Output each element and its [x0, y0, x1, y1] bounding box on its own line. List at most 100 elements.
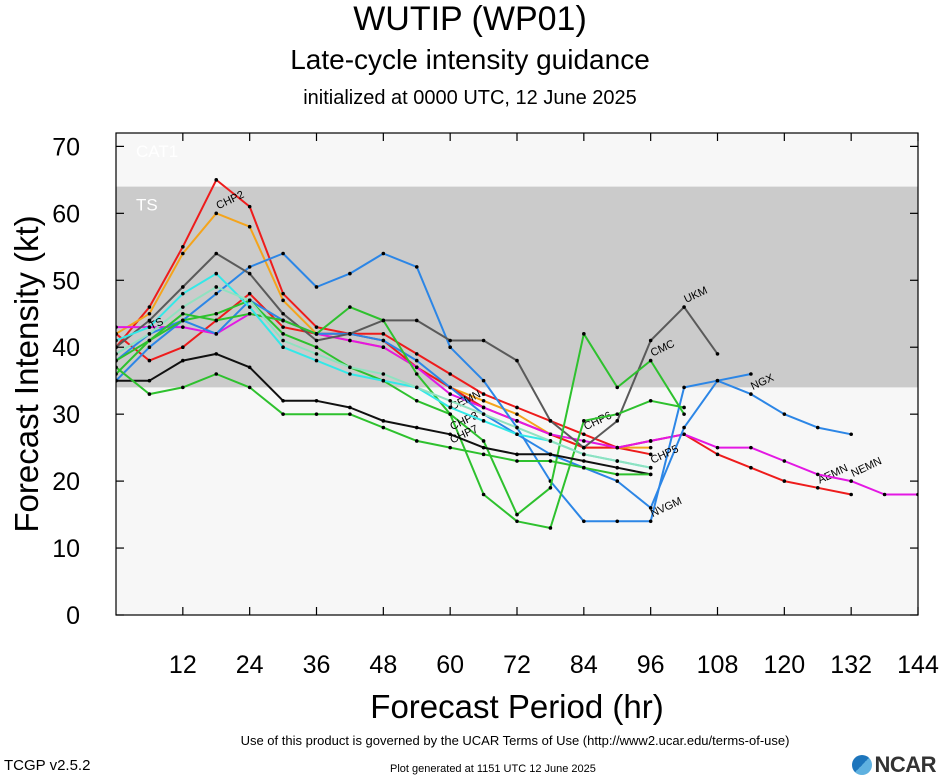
series-point-cmc [414, 372, 419, 376]
intensity-band-1 [116, 186, 918, 388]
series-point-ts [582, 452, 586, 457]
series-point-nemn [749, 445, 753, 450]
series-point-nvgm [314, 285, 319, 289]
series-point-nvgm [481, 378, 486, 383]
series-point-ts [147, 332, 152, 336]
series-point-cmc [381, 318, 386, 323]
series-point-cmc [548, 486, 553, 490]
series-point-chp2 [281, 298, 285, 303]
series-point-chp2 [181, 251, 185, 256]
series-point-cmc [682, 412, 686, 416]
series-point-cmc [348, 305, 352, 309]
chart-subtitle: Late-cycle intensity guidance [290, 44, 650, 75]
series-point-chp3 [582, 459, 586, 463]
series-point-nemn [582, 439, 586, 443]
series-point-ukm [247, 271, 252, 276]
series-point-ngx [782, 412, 787, 416]
series-point-ukm [582, 445, 586, 450]
series-point-nemn [414, 365, 419, 370]
series-point-ngx [615, 479, 620, 483]
series-point-cmc [181, 311, 185, 316]
series-point-chp3 [147, 378, 152, 383]
series-point-chp6 [147, 305, 152, 309]
series-point-chp5 [181, 291, 185, 296]
series-point-nemn [682, 432, 686, 437]
series-point-chp2 [515, 412, 519, 416]
series-point-nvgm [582, 519, 586, 524]
series-point-ukm [314, 338, 319, 343]
series-point-chp7 [147, 392, 152, 396]
series-point-chp5 [314, 358, 319, 363]
series-point-nemn [181, 325, 185, 329]
series-point-nemn [849, 479, 853, 483]
series-point-aemn [815, 486, 820, 490]
series-point-chp3 [548, 452, 553, 457]
series-point-nemn [782, 459, 787, 463]
series-point-nvgm [749, 372, 753, 376]
x-axis-label: Forecast Period (hr) [370, 688, 663, 725]
series-point-chp7 [515, 459, 519, 463]
series-point-cmc [615, 385, 620, 390]
ncar-logo-text: NCAR [874, 752, 936, 777]
band-label-ts: TS [136, 196, 158, 215]
series-point-aemn [782, 479, 787, 483]
series-line-cmc [116, 306, 685, 516]
series-line-cemn [116, 299, 685, 529]
series-point-ngx [849, 432, 853, 437]
series-point-nvgm [348, 271, 352, 276]
series-point-aemn [749, 465, 753, 470]
x-tick-label-132: 132 [830, 651, 872, 679]
series-point-ngx [414, 358, 419, 363]
series-point-ngx [214, 332, 219, 336]
series-point-ts [314, 352, 319, 356]
series-point-ts [281, 338, 285, 343]
series-point-chp7 [314, 412, 319, 416]
series-point-cemn [181, 318, 185, 323]
chart-title: WUTIP (WP01) [353, 0, 587, 38]
series-point-ngx [749, 392, 753, 396]
intensity-band-0 [116, 387, 918, 615]
series-point-ts [648, 465, 653, 470]
series-point-nemn [615, 445, 620, 450]
series-point-chp5 [214, 271, 219, 276]
series-point-nemn [882, 492, 887, 497]
series-point-chp2 [214, 211, 219, 216]
series-point-cemn [448, 412, 452, 416]
x-tick-label-108: 108 [697, 651, 739, 679]
series-point-chp5 [247, 305, 252, 309]
series-point-cmc [582, 332, 586, 336]
series-point-ukm [214, 251, 219, 256]
y-tick-label-50: 50 [52, 267, 80, 295]
y-tick-label-0: 0 [66, 602, 80, 630]
ncar-swirl-icon [852, 755, 873, 775]
terms-of-use-notice: Use of this product is governed by the U… [240, 733, 790, 748]
y-tick-label-70: 70 [52, 133, 80, 161]
series-point-nvgm [615, 519, 620, 524]
series-point-nvgm [648, 519, 653, 524]
series-point-chp6 [281, 291, 285, 296]
series-point-chp7 [648, 472, 653, 477]
series-point-nvgm [281, 251, 285, 256]
series-point-cemn [314, 345, 319, 350]
series-point-nemn [548, 432, 553, 437]
series-point-nvgm [448, 345, 452, 350]
series-point-chp3 [448, 432, 452, 437]
series-point-aemn [715, 452, 720, 457]
y-axis-label: Forecast Intensity (kt) [8, 215, 45, 532]
series-point-chp2 [481, 398, 486, 403]
series-point-chp6 [481, 392, 486, 396]
series-point-chp6 [181, 245, 185, 249]
series-point-cemn [582, 419, 586, 423]
init-time-label: initialized at 0000 UTC, 12 June 2025 [303, 87, 637, 109]
series-point-chp7 [181, 385, 185, 390]
series-point-ukm [448, 338, 452, 343]
x-tick-label-72: 72 [503, 651, 531, 679]
series-point-chp7 [214, 372, 219, 376]
series-point-cemn [147, 338, 152, 343]
x-tick-label-144: 144 [897, 651, 939, 679]
series-point-ukm [181, 285, 185, 289]
series-point-ngx [147, 345, 152, 350]
series-point-cemn [414, 398, 419, 403]
series-point-chp5 [515, 432, 519, 437]
